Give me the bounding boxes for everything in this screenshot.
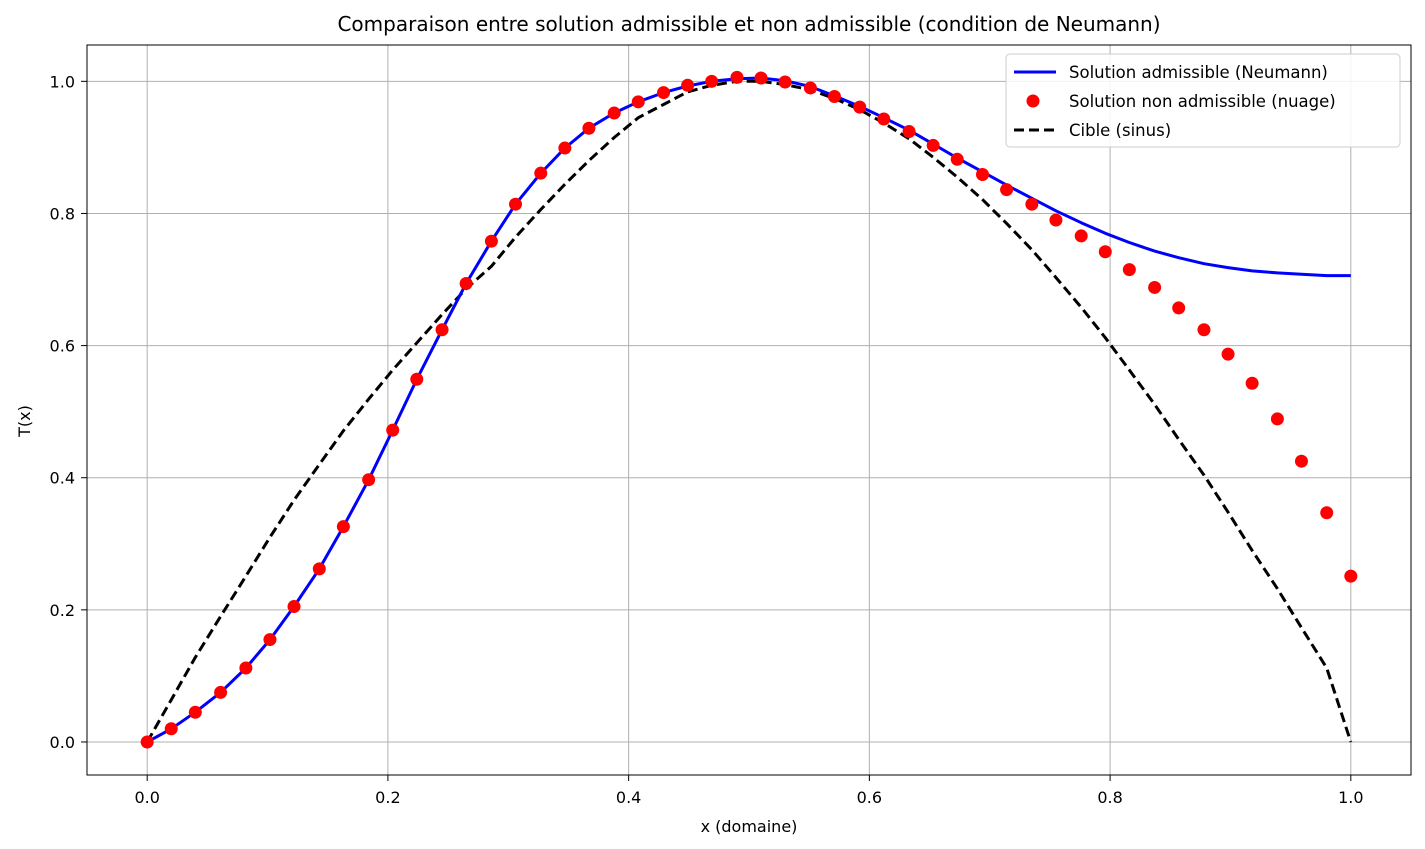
scatter-point-28 [827,90,841,104]
x-tick-label-3: 0.6 [857,788,882,807]
scatter-point-25 [754,71,768,85]
legend-label-non-admissible: Solution non admissible (nuage) [1069,92,1336,111]
scatter-point-43 [1197,323,1211,337]
y-axis-ticks: 0.0 0.2 0.4 0.6 0.8 1.0 [50,72,87,752]
legend-label-target: Cible (sinus) [1069,121,1171,140]
scatter-point-21 [657,86,671,100]
scatter-point-49 [1344,569,1358,583]
y-tick-label-5: 1.0 [50,72,75,91]
scatter-point-7 [312,562,326,576]
scatter-point-39 [1098,245,1112,259]
scatter-point-22 [681,78,695,92]
scatter-point-44 [1221,347,1235,361]
scatter-point-35 [1000,183,1014,197]
scatter-point-36 [1025,197,1039,211]
scatter-point-8 [336,520,350,534]
scatter-point-31 [902,125,916,139]
scatter-point-16 [534,166,548,180]
series-line-0 [146,76,1351,744]
scatter-point-9 [362,473,376,487]
y-tick-label-3: 0.6 [50,337,75,356]
series-scatter-1 [140,70,1358,749]
scatter-point-17 [558,141,572,155]
scatter-point-14 [484,234,498,248]
y-axis-label: T(x) [15,405,34,438]
scatter-point-23 [705,74,719,88]
scatter-point-46 [1270,412,1284,426]
scatter-point-20 [631,95,645,109]
scatter-point-32 [926,138,940,152]
scatter-point-30 [877,112,891,126]
x-tick-label-0: 0.0 [134,788,159,807]
x-tick-label-1: 0.2 [375,788,400,807]
scatter-point-6 [287,600,301,614]
scatter-point-45 [1245,376,1259,390]
y-tick-label-4: 0.8 [50,204,75,223]
scatter-point-27 [803,81,817,95]
scatter-point-33 [950,152,964,166]
scatter-point-47 [1294,454,1308,468]
scatter-point-1 [164,722,178,736]
axes-frame [86,44,1412,776]
y-tick-label-2: 0.4 [50,469,75,488]
legend-label-admissible: Solution admissible (Neumann) [1069,63,1328,82]
scatter-point-26 [778,75,792,89]
scatter-point-15 [508,197,522,211]
scatter-point-40 [1122,263,1136,277]
scatter-point-13 [459,276,473,290]
scatter-point-5 [263,633,277,647]
x-tick-label-5: 1.0 [1338,788,1363,807]
scatter-point-48 [1320,506,1334,520]
grid-lines [87,45,1411,775]
y-tick-label-0: 0.0 [50,733,75,752]
scatter-point-41 [1148,280,1162,294]
x-axis-label: x (domaine) [701,817,798,836]
scatter-point-4 [239,661,253,675]
x-axis-ticks: 0.0 0.2 0.4 0.6 0.8 1.0 [134,775,1364,807]
x-tick-label-2: 0.4 [616,788,641,807]
scatter-point-10 [386,423,400,437]
scatter-point-3 [214,685,228,699]
plot-series [140,70,1358,749]
chart-title: Comparaison entre solution admissible et… [337,12,1160,36]
y-tick-label-1: 0.2 [50,601,75,620]
scatter-point-37 [1049,213,1063,227]
scatter-point-0 [140,735,154,749]
legend: Solution admissible (Neumann) Solution n… [1005,53,1401,148]
legend-box [1005,53,1401,148]
legend-swatch-non-admissible [1026,94,1040,108]
scatter-point-18 [582,121,596,135]
scatter-point-42 [1172,301,1186,315]
scatter-point-38 [1074,229,1088,243]
scatter-point-2 [188,705,202,719]
scatter-point-19 [607,106,621,120]
scatter-point-24 [730,70,744,84]
scatter-point-12 [435,323,449,337]
series-line-2 [145,79,1353,743]
x-tick-label-4: 0.8 [1097,788,1122,807]
scatter-point-11 [410,372,424,386]
scatter-point-34 [976,167,990,181]
scatter-point-29 [853,100,867,114]
